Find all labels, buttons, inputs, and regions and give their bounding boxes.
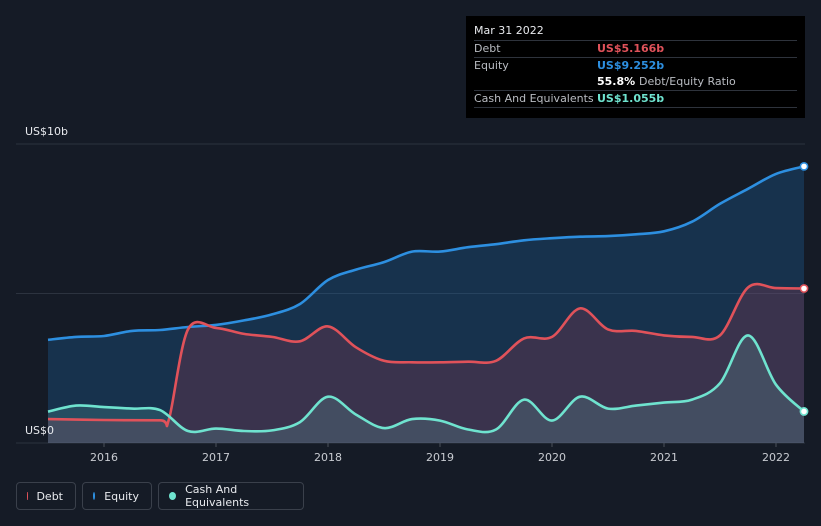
- debt-line: [47, 282, 805, 428]
- tooltip-ratio: 55.8% Debt/Equity Ratio: [597, 74, 736, 90]
- chart-end-markers: [799, 161, 809, 416]
- cash-and-equivalents-end-marker: [799, 407, 809, 416]
- equity-area: [48, 166, 804, 443]
- tooltip-debt-value: US$5.166b: [597, 42, 665, 55]
- legend-equity-label: Equity: [104, 489, 139, 503]
- equity-line: [47, 165, 805, 342]
- tooltip-cash-value: US$1.055b: [597, 92, 665, 105]
- legend-debt-button[interactable]: Debt: [16, 482, 76, 510]
- x-axis-ticks: 2016 2017 2018 2019 2020 2021 2022: [90, 443, 790, 464]
- x-tick-label-2018: 2018: [314, 451, 342, 464]
- legend-debt-label: Debt: [36, 489, 63, 503]
- tooltip-row-cash: Cash And Equivalents US$1.055b: [474, 90, 797, 108]
- tooltip-equity-value: US$9.252b: [597, 59, 665, 72]
- x-tick-label-2016: 2016: [90, 451, 118, 464]
- tooltip-row-ratio: 55.8% Debt/Equity Ratio: [474, 74, 797, 90]
- tooltip-cash-label: Cash And Equivalents: [474, 92, 594, 105]
- y-axis-bottom-label: US$0: [25, 424, 55, 437]
- tooltip-ratio-label: Debt/Equity Ratio: [639, 75, 736, 88]
- legend-cash-dot: [169, 492, 177, 500]
- tooltip-row-equity: Equity US$9.252b: [474, 57, 797, 74]
- legend-equity-button[interactable]: Equity: [82, 482, 152, 510]
- chart-grid: [16, 143, 805, 444]
- legend-cash-button[interactable]: Cash And Equivalents: [158, 482, 304, 510]
- equity-end-marker: [799, 161, 809, 171]
- cash-and-equivalents-area: [48, 335, 804, 443]
- legend-equity-dot: [93, 492, 96, 500]
- x-tick-label-2022: 2022: [762, 451, 790, 464]
- x-tick-label-2017: 2017: [202, 451, 230, 464]
- tooltip-ratio-value: 55.8%: [597, 75, 636, 88]
- tooltip-equity-label: Equity: [474, 59, 509, 72]
- chart-areas: [48, 166, 804, 443]
- x-tick-label-2020: 2020: [538, 451, 566, 464]
- y-axis-top-label: US$10b: [25, 125, 69, 138]
- tooltip-date: Mar 31 2022: [474, 24, 544, 37]
- tooltip-debt-label: Debt: [474, 42, 501, 55]
- tooltip-row-debt: Debt US$5.166b: [474, 40, 797, 57]
- cash-and-equivalents-line: [47, 334, 805, 434]
- chart-lines: [47, 165, 805, 434]
- legend-cash-label: Cash And Equivalents: [185, 483, 250, 509]
- x-tick-label-2021: 2021: [650, 451, 678, 464]
- debt-end-marker: [799, 284, 809, 293]
- data-tooltip: Mar 31 2022 Debt US$5.166b Equity US$9.2…: [466, 16, 805, 118]
- x-tick-label-2019: 2019: [426, 451, 454, 464]
